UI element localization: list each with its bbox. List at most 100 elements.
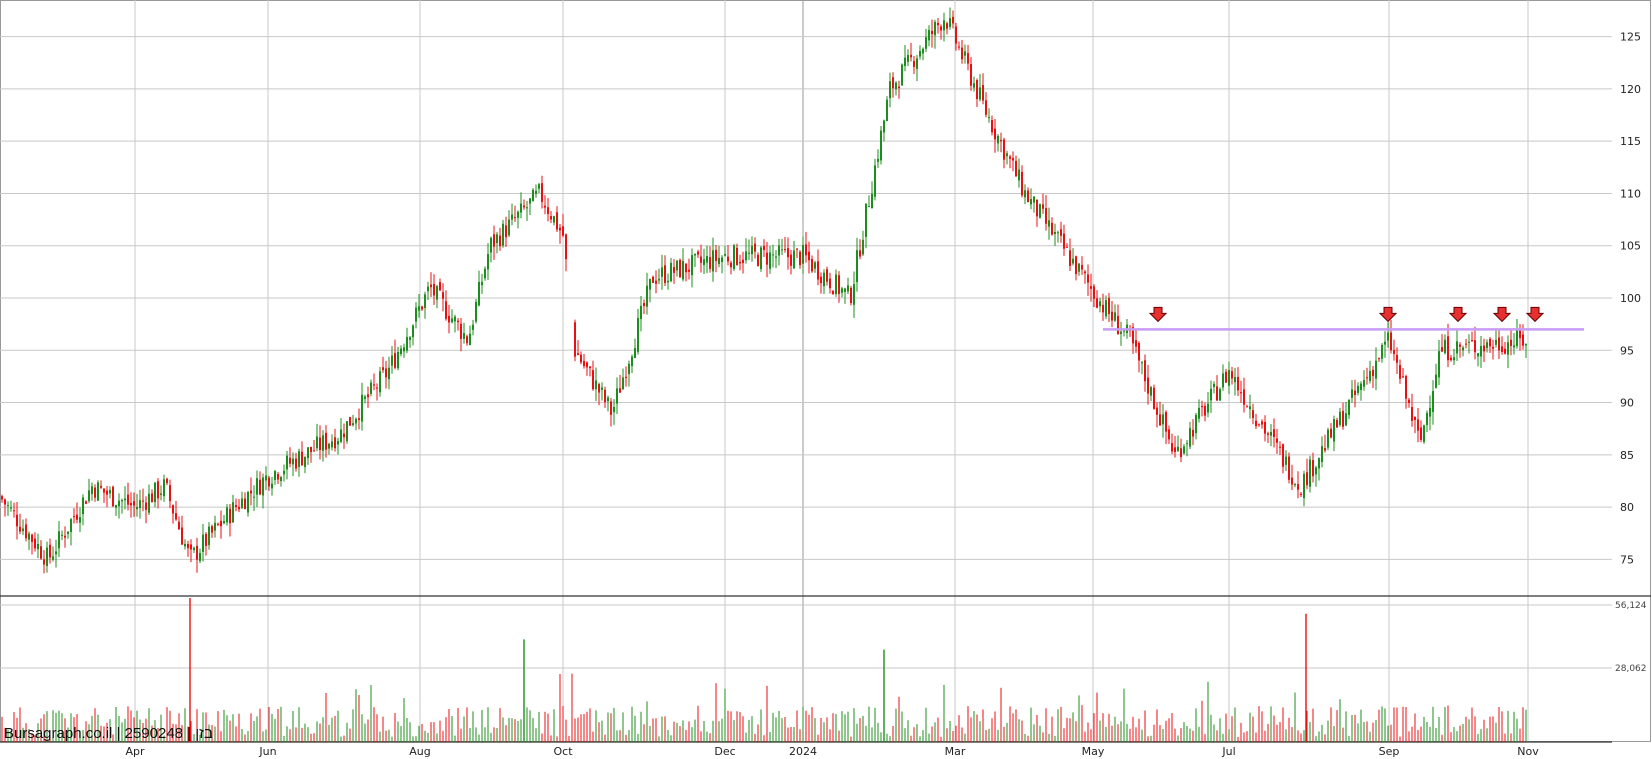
candle-body: [757, 254, 759, 266]
candle-body: [766, 252, 768, 265]
candle-body: [499, 235, 501, 247]
candle-body: [325, 432, 327, 450]
candle-body: [700, 256, 702, 263]
candle-body: [1072, 258, 1074, 264]
candle-body: [865, 203, 867, 237]
candle-body: [799, 251, 801, 266]
candle-body: [1318, 458, 1320, 469]
candle-body: [919, 50, 921, 57]
candle-body: [976, 80, 978, 100]
candle-body: [202, 534, 204, 552]
candle-body: [235, 505, 237, 508]
candle-body: [1093, 286, 1095, 299]
candle-body: [895, 82, 897, 90]
candle-body: [229, 508, 231, 524]
candle-body: [1468, 341, 1470, 343]
candle-body: [1414, 416, 1416, 421]
candle-body: [490, 237, 492, 253]
resistance-touch-arrow-icon: [1148, 306, 1168, 323]
candle-body: [769, 252, 771, 269]
candle-body: [784, 249, 786, 251]
candle-body: [472, 324, 474, 330]
candle-body: [385, 368, 387, 378]
candle-body: [532, 189, 534, 202]
candle-body: [316, 436, 318, 449]
candle-body: [1003, 139, 1005, 160]
candle-body: [1276, 438, 1278, 443]
candle-body: [736, 247, 738, 265]
candle-body: [25, 524, 27, 539]
candle-body: [1069, 250, 1071, 266]
candle-body: [106, 490, 108, 495]
candle-body: [190, 544, 192, 550]
candle-body: [466, 336, 468, 344]
candle-body: [73, 516, 75, 518]
candle-body: [394, 353, 396, 368]
candle-body: [1096, 298, 1098, 308]
candle-body: [961, 47, 963, 60]
candle-body: [637, 317, 639, 352]
candle-body: [775, 256, 777, 258]
candle-body: [1516, 329, 1518, 347]
candle-body: [1354, 390, 1356, 395]
candle-body: [1384, 341, 1386, 345]
candle-body: [1165, 411, 1167, 432]
candle-body: [1051, 222, 1053, 235]
candle-body: [1435, 374, 1437, 388]
candle-body: [373, 384, 375, 386]
candle-body: [1201, 405, 1203, 408]
candle-body: [847, 285, 849, 292]
candle-body: [1336, 420, 1338, 428]
candle-body: [1483, 345, 1485, 352]
candle-body: [505, 225, 507, 238]
candle-body: [1162, 414, 1164, 425]
resistance-touch-arrow-icon: [1448, 306, 1468, 323]
candle-body: [247, 492, 249, 513]
candle-body: [631, 356, 633, 367]
candle-body: [754, 243, 756, 252]
candle-body: [613, 406, 615, 413]
candle-body: [955, 26, 957, 44]
candle-body: [4, 499, 6, 505]
candle-body: [1150, 387, 1152, 396]
candle-body: [1282, 444, 1284, 467]
candle-body: [310, 446, 312, 453]
candle-body: [868, 205, 870, 207]
candle-body: [115, 505, 117, 508]
candle-body: [733, 245, 735, 270]
candle-body: [91, 486, 93, 495]
candle-body: [1432, 391, 1434, 412]
candle-body: [529, 198, 531, 204]
candle-body: [829, 278, 831, 289]
candle-body: [1453, 357, 1455, 361]
candle-body: [1171, 443, 1173, 452]
candle-body: [10, 507, 12, 509]
candle-body: [343, 433, 345, 438]
candle-body: [469, 333, 471, 346]
candle-body: [922, 48, 924, 54]
candle-body: [643, 302, 645, 307]
candle-body: [298, 451, 300, 467]
candle-body: [238, 506, 240, 510]
candle-body: [664, 265, 666, 284]
candle-body: [346, 421, 348, 442]
candle-body: [1261, 421, 1263, 425]
candle-body: [1342, 410, 1344, 427]
candle-body: [145, 502, 147, 510]
candle-body: [520, 203, 522, 213]
candle-body: [136, 507, 138, 510]
candle-body: [142, 500, 144, 502]
candle-body: [361, 394, 363, 422]
candle-body: [544, 205, 546, 208]
candle-body: [226, 507, 228, 523]
candle-body: [703, 259, 705, 266]
candle-body: [478, 281, 480, 306]
candle-body: [289, 457, 291, 464]
candle-body: [1066, 246, 1068, 248]
candle-body: [1456, 341, 1458, 354]
candle-body: [418, 306, 420, 311]
candle-body: [553, 216, 555, 223]
candle-body: [172, 505, 174, 514]
candle-body: [1222, 373, 1224, 388]
candle-body: [331, 441, 333, 448]
